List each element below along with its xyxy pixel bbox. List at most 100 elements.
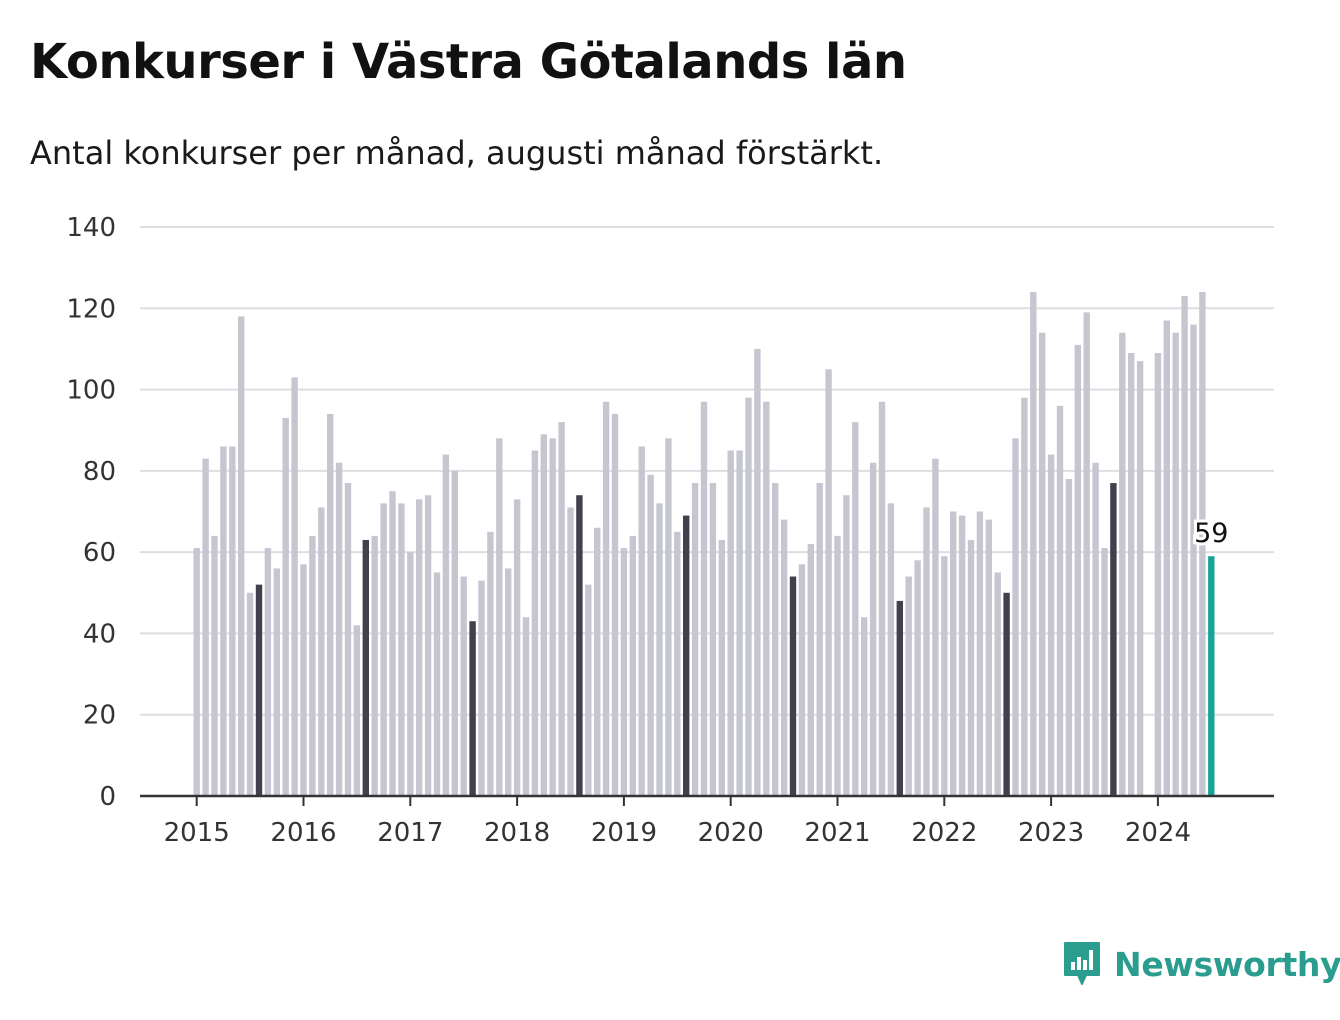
bar: [371, 535, 378, 796]
bar: [318, 507, 325, 796]
bar: [1128, 352, 1135, 796]
x-tick-label: 2023: [1018, 818, 1084, 848]
bar: [193, 548, 200, 796]
bar: [700, 401, 708, 796]
bar: [398, 503, 405, 796]
bar: [451, 470, 458, 796]
bar: [246, 592, 254, 796]
bar-august: [789, 576, 797, 796]
bar: [380, 503, 387, 796]
bar: [238, 316, 245, 796]
x-tick-label: 2018: [484, 818, 550, 848]
bar: [309, 535, 316, 796]
bar: [229, 446, 236, 796]
annotations: 59: [1191, 515, 1231, 552]
bar: [1119, 332, 1126, 796]
bar: [1172, 332, 1179, 796]
bar-august: [896, 600, 903, 796]
bar: [407, 552, 414, 796]
x-tick-label: 2022: [911, 818, 977, 848]
bar: [1136, 361, 1144, 796]
bar: [629, 535, 636, 796]
bar: [282, 418, 289, 796]
bar: [1154, 352, 1162, 796]
bar-august: [576, 495, 583, 796]
brand-name: Newsworthy: [1114, 944, 1340, 984]
bar: [780, 519, 788, 796]
y-tick-label: 0: [99, 782, 116, 812]
bar: [487, 531, 494, 796]
bar: [202, 458, 209, 796]
bar: [807, 544, 814, 796]
bar: [772, 483, 779, 796]
bar: [941, 556, 948, 796]
bar: [344, 483, 352, 796]
bar: [1199, 292, 1206, 796]
bar: [834, 535, 841, 796]
bar: [745, 397, 752, 796]
bar: [327, 413, 334, 796]
bar: [709, 483, 717, 796]
x-axis-ticks: 2015 2016 2017 2018 2019 2020 2021 2022 2023 2024: [164, 796, 1191, 848]
y-axis-ticks: 0 20 40 60 80 100 120 140: [66, 213, 116, 812]
bar: [353, 625, 361, 796]
bar: [335, 462, 343, 796]
bar: [540, 434, 547, 796]
chart-subtitle: Antal konkurser per månad, augusti månad…: [30, 134, 884, 172]
bar: [558, 422, 565, 796]
y-tick-label: 40: [83, 619, 116, 649]
bar: [656, 503, 663, 796]
bar: [1039, 332, 1046, 796]
bar-latest: [1208, 556, 1215, 796]
latest-value-label: 59: [1194, 518, 1228, 549]
bar: [932, 458, 939, 796]
bar: [843, 495, 850, 796]
y-tick-label: 140: [66, 213, 116, 243]
bar: [798, 564, 806, 796]
bar: [923, 507, 930, 796]
bar: [852, 422, 859, 796]
bar: [549, 438, 556, 796]
bar-august: [469, 621, 476, 796]
bar: [638, 446, 645, 796]
bar: [736, 450, 743, 796]
x-tick-label: 2015: [164, 818, 230, 848]
bar-august: [255, 584, 263, 796]
bar: [273, 568, 280, 796]
bar: [620, 548, 628, 796]
bar: [594, 527, 601, 796]
bar: [816, 483, 823, 796]
bar: [967, 539, 975, 796]
bar: [691, 483, 699, 796]
x-tick-label: 2020: [698, 818, 764, 848]
bar: [763, 401, 770, 796]
bar: [211, 535, 218, 796]
bar: [754, 348, 761, 796]
bar: [442, 454, 450, 796]
bar: [567, 507, 574, 796]
bar: [994, 572, 1001, 796]
y-tick-label: 60: [83, 538, 116, 568]
bar: [1181, 296, 1188, 796]
bar-august: [362, 539, 369, 796]
bar: [1163, 320, 1170, 796]
bar: [1083, 312, 1090, 796]
bar: [1101, 548, 1108, 796]
bar: [416, 499, 423, 796]
x-tick-label: 2016: [270, 818, 336, 848]
bar: [264, 548, 272, 796]
x-tick-label: 2017: [377, 818, 443, 848]
bar: [1012, 438, 1019, 796]
bar: [950, 511, 957, 796]
bar: [1092, 462, 1099, 796]
bar: [220, 446, 227, 796]
bar: [665, 438, 672, 796]
bar: [674, 531, 681, 796]
bar: [958, 515, 966, 796]
bar: [602, 401, 610, 796]
bar: [861, 617, 868, 796]
bar: [291, 377, 298, 796]
chart-title: Konkurser i Västra Götalands län: [30, 34, 907, 90]
bar-august: [1110, 483, 1117, 796]
